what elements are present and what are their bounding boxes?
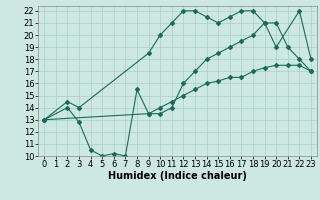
X-axis label: Humidex (Indice chaleur): Humidex (Indice chaleur) xyxy=(108,171,247,181)
